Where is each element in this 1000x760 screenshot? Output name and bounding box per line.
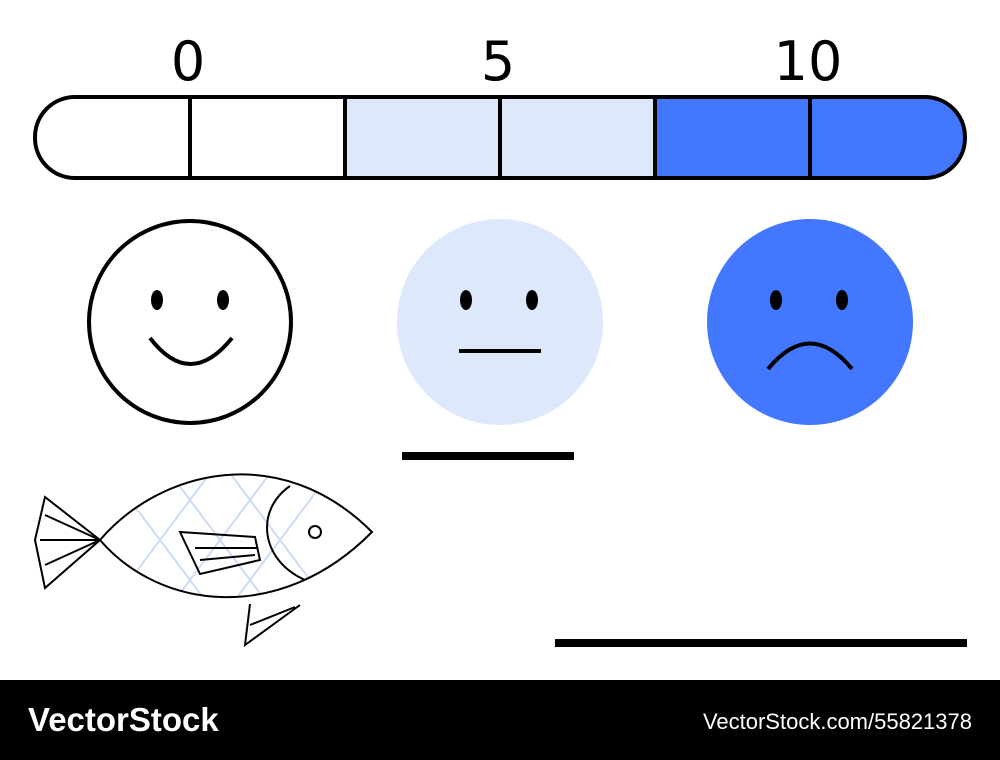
scale-label: 0 xyxy=(171,30,205,93)
scale-dividers xyxy=(188,97,812,178)
neutral-face xyxy=(397,219,603,425)
scale-label: 5 xyxy=(481,30,515,93)
footer-band xyxy=(0,680,1000,760)
footer-credit: VectorStock.com/55821378 xyxy=(703,709,972,734)
happy-face xyxy=(87,219,293,425)
fish xyxy=(33,473,374,648)
footer-brand: VectorStock xyxy=(28,701,219,738)
sad-face xyxy=(707,219,913,425)
scale-label: 10 xyxy=(774,30,843,93)
